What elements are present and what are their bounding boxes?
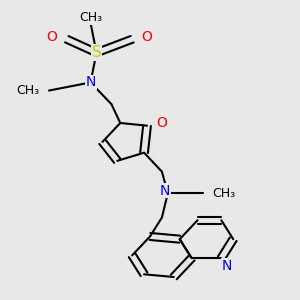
Text: N: N <box>85 75 96 89</box>
Text: N: N <box>222 259 232 273</box>
Text: CH₃: CH₃ <box>79 11 102 24</box>
Text: O: O <box>142 29 152 44</box>
Text: CH₃: CH₃ <box>16 84 40 97</box>
Text: O: O <box>157 116 167 130</box>
Text: CH₃: CH₃ <box>213 187 236 200</box>
Text: N: N <box>160 184 170 197</box>
Text: S: S <box>92 45 101 60</box>
Text: O: O <box>46 29 57 44</box>
